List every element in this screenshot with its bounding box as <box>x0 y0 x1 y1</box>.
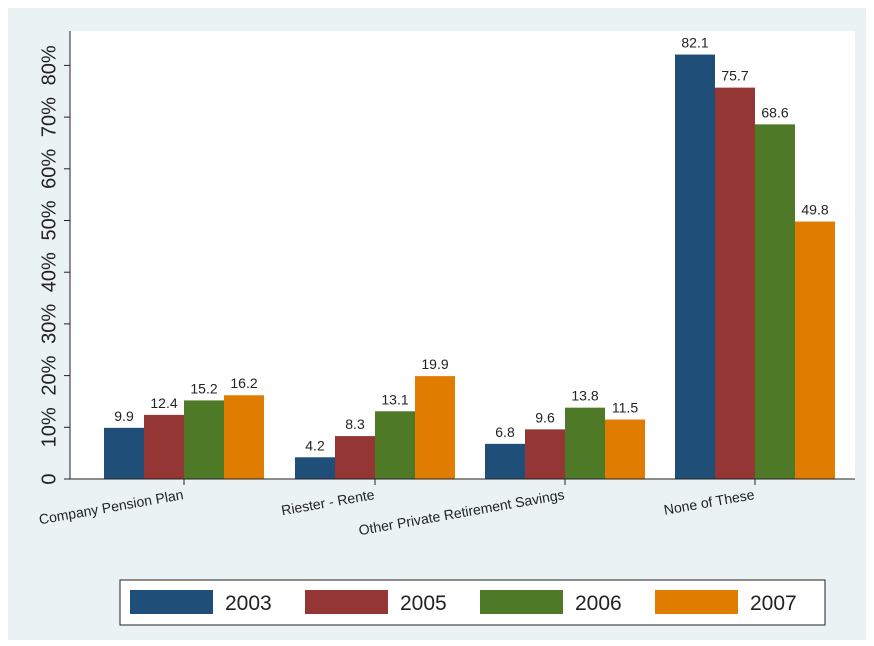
bar-2003-4 <box>675 54 715 479</box>
bar-2007-3 <box>605 419 645 479</box>
y-tick-label: 70% <box>38 97 60 137</box>
legend-swatch-2007 <box>655 590 738 614</box>
bar-2006-3 <box>565 407 605 479</box>
value-label: 49.8 <box>801 202 828 218</box>
value-label: 13.1 <box>381 391 408 407</box>
value-label: 13.8 <box>571 388 598 404</box>
bar-2007-4 <box>795 221 835 479</box>
value-label: 4.2 <box>305 437 325 453</box>
bar-2006-1 <box>184 400 224 479</box>
legend-label-2003: 2003 <box>225 592 272 615</box>
y-tick-label: 80% <box>38 45 60 85</box>
value-label: 9.6 <box>535 409 555 425</box>
legend-label-2007: 2007 <box>750 592 797 615</box>
legend-swatch-2005 <box>305 590 388 614</box>
value-label: 68.6 <box>761 104 788 120</box>
legend-label-2006: 2006 <box>575 592 622 615</box>
y-tick-label: 60% <box>38 149 60 189</box>
value-label: 16.2 <box>230 375 257 391</box>
bar-2005-3 <box>525 429 565 479</box>
legend-label-2005: 2005 <box>400 592 447 615</box>
y-axis: 0 10% 20% 30% 40% 50% 60% 70% 80% <box>38 45 70 485</box>
legend: 2003 2005 2006 2007 <box>119 579 826 626</box>
y-tick-label: 20% <box>38 355 60 395</box>
bar-2003-1 <box>104 427 144 479</box>
y-tick-label: 0 <box>38 473 60 484</box>
value-label: 12.4 <box>150 395 177 411</box>
bar-2005-4 <box>715 87 755 480</box>
y-tick-label: 10% <box>38 407 60 447</box>
bar-2003-3 <box>485 443 525 479</box>
value-label: 19.9 <box>421 356 448 372</box>
legend-swatch-2006 <box>480 590 563 614</box>
bar-2007-2 <box>415 376 455 479</box>
value-label: 8.3 <box>345 416 365 432</box>
value-labels-group: 9.9 4.2 6.8 82.1 12.4 8.3 9.6 75.7 15.2 13.1 13.8 6… <box>114 35 829 454</box>
bar-2006-4 <box>755 124 795 479</box>
bar-2006-2 <box>375 411 415 479</box>
bar-2007-1 <box>224 395 264 479</box>
y-tick-label: 30% <box>38 304 60 344</box>
legend-swatch-2003 <box>130 590 213 614</box>
bar-2005-1 <box>144 414 184 479</box>
value-label: 9.9 <box>114 408 134 424</box>
value-label: 15.2 <box>190 380 217 396</box>
value-label: 82.1 <box>681 35 708 51</box>
value-label: 11.5 <box>612 400 638 416</box>
bars-group <box>104 54 835 480</box>
y-tick-label: 50% <box>38 200 60 240</box>
y-tick-label: 40% <box>38 252 60 292</box>
value-label: 75.7 <box>721 68 748 84</box>
value-label: 6.8 <box>495 424 515 440</box>
bar-2005-2 <box>335 436 375 479</box>
bar-2003-2 <box>295 457 335 479</box>
